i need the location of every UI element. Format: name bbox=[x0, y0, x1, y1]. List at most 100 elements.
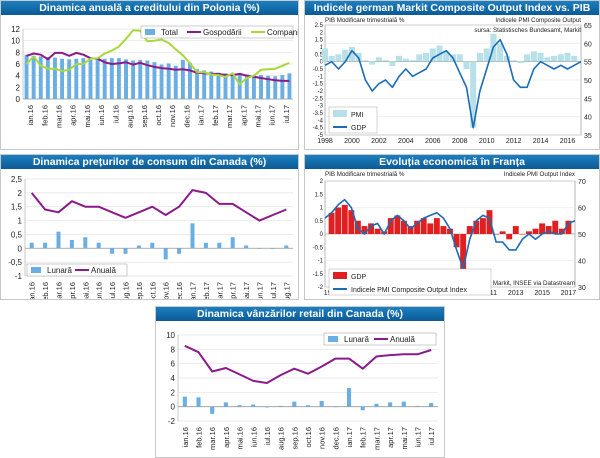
bar-total bbox=[131, 60, 136, 99]
x-tick-label: mai.16 bbox=[81, 282, 90, 299]
y-right-tick-label: 60 bbox=[578, 206, 586, 213]
bar-lunară bbox=[210, 406, 215, 414]
bar-total bbox=[24, 54, 29, 99]
x-tick-label: mar.17 bbox=[225, 105, 234, 128]
bar-total bbox=[251, 75, 256, 99]
bar-lunară bbox=[29, 242, 34, 249]
y-tick-label: 2,5 bbox=[11, 175, 23, 184]
bar-gdp bbox=[374, 228, 381, 234]
chart-panel-canada-retail: Dinamica vânzărilor retail din Canada (%… bbox=[155, 306, 445, 458]
x-tick-label: iul.17 bbox=[427, 427, 436, 445]
chart-title: Dinamica vânzărilor retail din Canada (%… bbox=[156, 307, 444, 321]
x-tick-label: mai.16 bbox=[83, 105, 92, 128]
x-tick-label: mai.17 bbox=[400, 427, 409, 450]
bar-gdp bbox=[473, 220, 480, 234]
x-tick-label: apr.17 bbox=[239, 105, 248, 126]
y-left-tick-label: 0.5 bbox=[315, 52, 324, 58]
y-right-tick-label: 50 bbox=[578, 232, 586, 239]
legend-swatch-0 bbox=[333, 272, 347, 279]
bar-total bbox=[67, 59, 72, 99]
x-tick-label: iun.17 bbox=[413, 427, 422, 447]
legend-label: Gospodării bbox=[203, 28, 242, 37]
bar-pmi bbox=[564, 52, 571, 62]
legend-label: Anuală bbox=[390, 335, 415, 344]
y-right-tick-label: 30 bbox=[578, 285, 586, 292]
bar-total bbox=[81, 58, 86, 99]
bar-total bbox=[159, 64, 164, 99]
chart-title: Indicele german Markit Composite Output … bbox=[305, 1, 599, 15]
bar-gdp bbox=[545, 226, 552, 234]
bar-lunară bbox=[415, 405, 420, 407]
y-tick-label: 6 bbox=[171, 360, 176, 369]
y-left-tick-label: -3.5 bbox=[313, 111, 324, 117]
y-tick-label: 10 bbox=[11, 37, 20, 46]
bar-lunară bbox=[270, 248, 275, 249]
bar-total bbox=[244, 74, 249, 99]
bar-lunară bbox=[264, 406, 269, 408]
bar-total bbox=[116, 58, 121, 99]
x-tick-label: 2017 bbox=[561, 290, 577, 297]
y-right-tick-label: 70 bbox=[578, 179, 586, 186]
bar-lunară bbox=[429, 403, 434, 407]
y-tick-label: 6 bbox=[16, 60, 21, 69]
bar-total bbox=[280, 75, 285, 99]
y-left-tick-label: 1 bbox=[320, 206, 324, 212]
bar-total bbox=[109, 58, 114, 99]
bar-total bbox=[188, 62, 192, 99]
x-tick-label: feb.16 bbox=[195, 427, 204, 448]
series-line-indicele-pmi-composite-output-index bbox=[324, 198, 576, 270]
y-right-tick-label: 65 bbox=[584, 23, 592, 30]
bar-gdp bbox=[335, 207, 342, 234]
bar-lunară bbox=[278, 405, 283, 407]
bar-pmi bbox=[416, 54, 423, 62]
bar-pmi bbox=[335, 54, 342, 62]
poland-credit-chart: 0 2 4 6 8 10 12 ian.16 feb.16 mar.16 apr.16 mai.16 i… bbox=[11, 25, 298, 128]
bar-gdp bbox=[519, 234, 526, 235]
bar-pmi bbox=[537, 52, 544, 62]
y-right-tick-label: 50 bbox=[584, 78, 592, 85]
x-tick-label: ian.16 bbox=[181, 427, 190, 447]
bar-pmi bbox=[369, 61, 376, 65]
bar-lunară bbox=[319, 400, 324, 407]
bar-total bbox=[38, 56, 43, 99]
x-tick-label: iun.16 bbox=[95, 282, 104, 299]
bar-total bbox=[145, 60, 150, 99]
chart-panel-germany-pmi: Indicele german Markit Composite Output … bbox=[304, 0, 600, 150]
series-line-anuală bbox=[30, 189, 287, 222]
x-tick-label: nov.16 bbox=[318, 427, 327, 449]
subtitle-right: Indicele PMI Output Index bbox=[504, 171, 576, 178]
bar-lunară bbox=[196, 397, 201, 407]
x-tick-label: 2016 bbox=[560, 138, 576, 145]
bar-pmi bbox=[348, 47, 355, 62]
legend-box bbox=[328, 106, 378, 134]
x-tick-label: aug.17 bbox=[282, 282, 291, 299]
subtitle-right: Indicele PMI Composite Output bbox=[495, 17, 581, 24]
bar-total bbox=[53, 57, 57, 99]
bar-pmi bbox=[402, 58, 409, 62]
bar-lunară bbox=[360, 406, 365, 411]
bar-lunară bbox=[203, 242, 208, 249]
bar-lunară bbox=[110, 248, 115, 254]
bar-lunară bbox=[190, 223, 195, 249]
x-tick-label: iul.16 bbox=[111, 105, 120, 123]
y-tick-label: -1 bbox=[15, 272, 23, 281]
y-right-tick-label: 60 bbox=[584, 41, 592, 48]
y-tick-label: 0 bbox=[171, 403, 176, 412]
bar-gdp bbox=[486, 210, 493, 234]
x-tick-label: apr.17 bbox=[386, 427, 395, 448]
x-tick-label: iun.16 bbox=[249, 427, 258, 447]
bar-total bbox=[223, 73, 228, 99]
bar-gdp bbox=[328, 212, 335, 234]
legend-swatch-0 bbox=[333, 110, 347, 117]
x-tick-label: apr.16 bbox=[222, 427, 231, 448]
y-left-tick-label: 1 bbox=[320, 45, 324, 51]
bar-lunară bbox=[43, 242, 48, 249]
bar-pmi bbox=[510, 60, 517, 62]
france-economy-chart: PIB Modificare trimestrială % Indicele PM… bbox=[313, 171, 586, 297]
bar-pmi bbox=[557, 54, 564, 62]
bar-pmi bbox=[328, 55, 335, 62]
y-left-tick-label: -1 bbox=[318, 74, 324, 80]
bar-gdp bbox=[479, 218, 486, 234]
bar-gdp bbox=[414, 220, 421, 234]
y-left-tick-label: 2 bbox=[320, 179, 324, 185]
